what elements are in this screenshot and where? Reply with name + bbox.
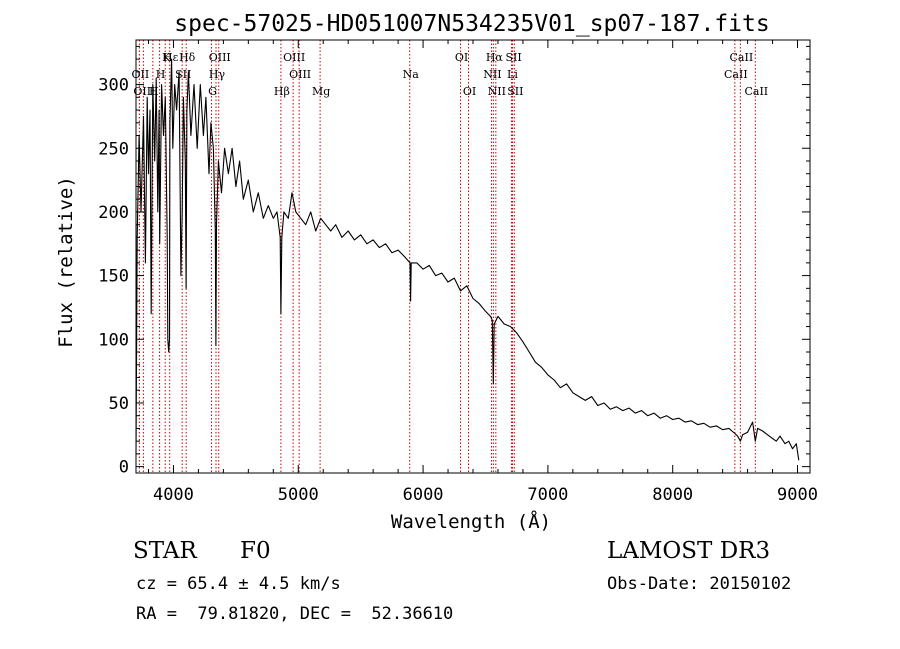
x-tick-label: 5000 xyxy=(278,485,319,505)
line-label: OIII xyxy=(209,51,231,64)
x-tick-label: 8000 xyxy=(652,485,693,505)
line-label: Hε xyxy=(163,51,179,64)
object-class: STAR xyxy=(133,538,197,564)
line-label: Mg xyxy=(312,85,330,98)
y-tick-label: 100 xyxy=(98,330,129,350)
line-label: Na xyxy=(403,68,420,81)
x-axis: 4000 5000 6000 7000 8000 9000 xyxy=(147,40,818,505)
x-tick-label: 9000 xyxy=(777,485,818,505)
y-tick-label: 200 xyxy=(98,203,129,223)
survey-name: LAMOST DR3 xyxy=(607,538,771,564)
line-label: Li xyxy=(507,68,518,81)
line-label: NII xyxy=(488,85,506,98)
line-label: OIII xyxy=(289,68,311,81)
line-label: CaII xyxy=(744,85,768,98)
line-label: OI xyxy=(463,85,476,98)
y-axis-label: Flux (relative) xyxy=(55,176,77,348)
plot-frame xyxy=(135,39,811,474)
x-tick-label: 4000 xyxy=(153,485,194,505)
line-label: SII xyxy=(507,85,523,98)
line-label: G xyxy=(208,85,217,98)
x-axis-label: Wavelength (Å) xyxy=(391,510,551,533)
line-label: NII xyxy=(483,68,501,81)
y-tick-label: 50 xyxy=(109,394,129,414)
line-label: SII xyxy=(505,51,521,64)
spectral-subclass: F0 xyxy=(240,538,271,564)
y-tick-label: 250 xyxy=(98,139,129,159)
line-label: OIII xyxy=(283,51,305,64)
emission-line-markers xyxy=(138,40,756,473)
line-label: OI xyxy=(455,51,468,64)
line-label: K xyxy=(162,51,171,64)
line-label: H xyxy=(149,85,159,98)
line-label: OIII xyxy=(133,85,155,98)
line-label: Hα xyxy=(486,51,504,64)
x-tick-label: 7000 xyxy=(527,485,568,505)
velocity-readout: cz = 65.4 ± 4.5 km/s xyxy=(136,574,341,594)
chart-title: spec-57025-HD051007N534235V01_sp07-187.f… xyxy=(174,11,769,37)
line-label: Hγ xyxy=(209,68,226,81)
line-label: Hβ xyxy=(274,85,290,98)
line-label: CaII xyxy=(724,68,748,81)
y-axis: 0 50 100 150 200 250 300 xyxy=(98,45,810,478)
y-tick-label: 300 xyxy=(98,76,129,96)
coordinates: RA = 79.81820, DEC = 52.36610 xyxy=(136,604,454,624)
line-label: H xyxy=(156,68,166,81)
x-tick-label: 6000 xyxy=(403,485,444,505)
line-label: OII xyxy=(132,68,150,81)
line-label: Hδ xyxy=(179,51,196,64)
line-label: CaII xyxy=(730,51,754,64)
obs-date: Obs-Date: 20150102 xyxy=(607,574,792,594)
y-tick-label: 0 xyxy=(119,458,129,478)
y-tick-label: 150 xyxy=(98,267,129,287)
spectrum-line xyxy=(135,58,800,461)
